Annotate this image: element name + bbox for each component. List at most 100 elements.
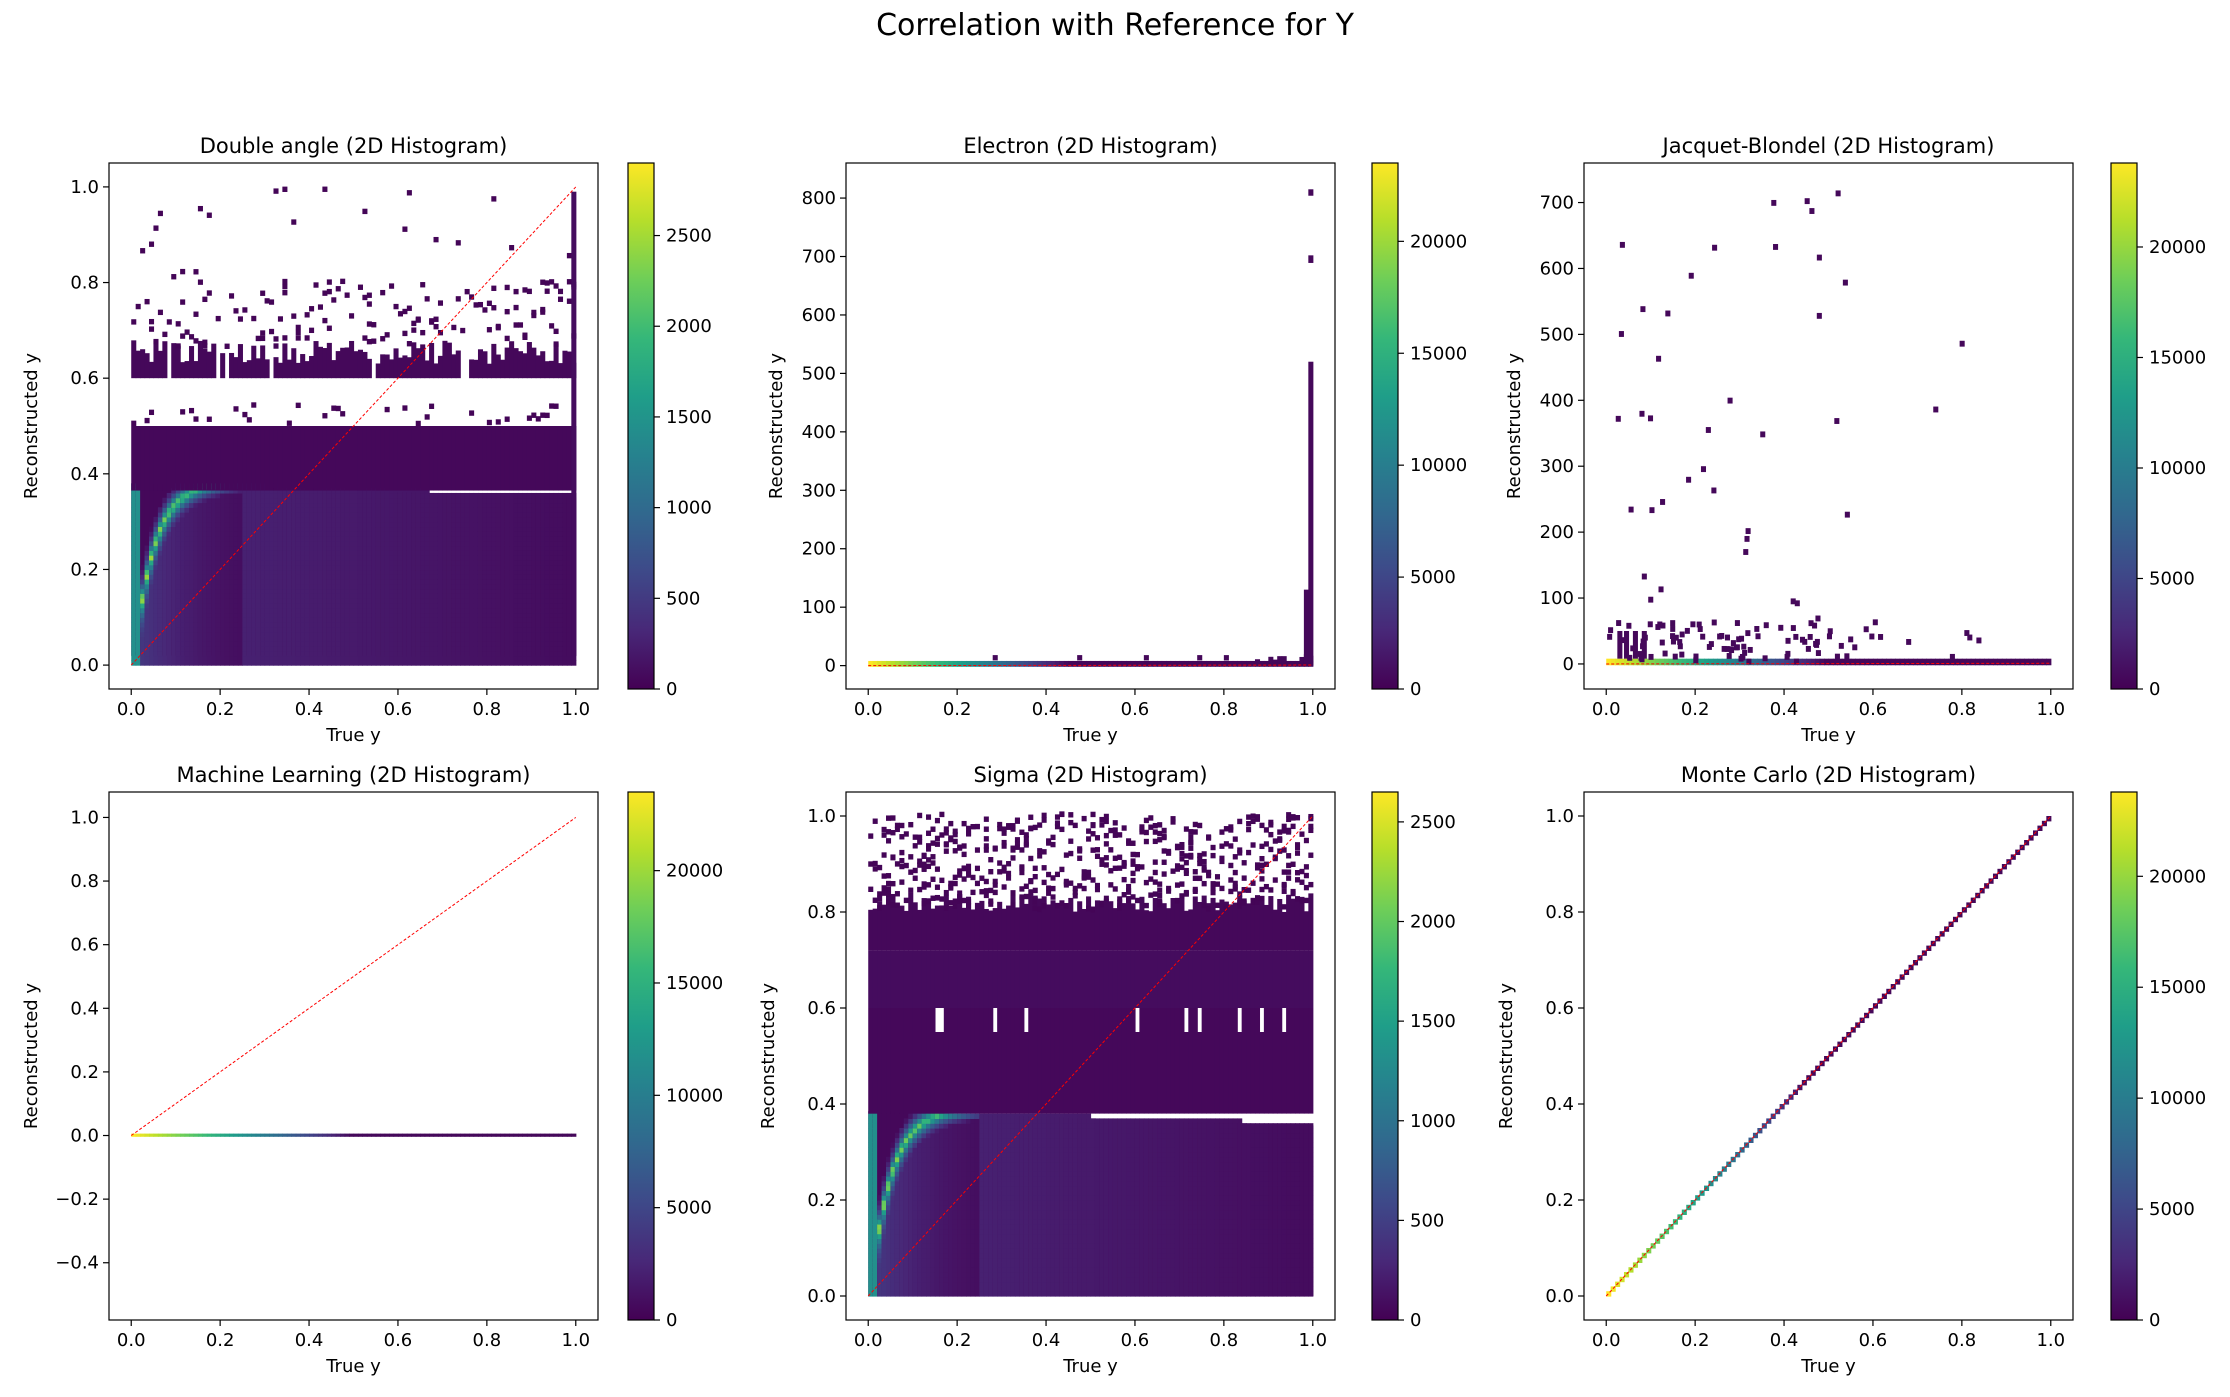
heatmap-cell [535, 512, 541, 518]
heatmap-cell [446, 516, 452, 523]
heatmap-cell [304, 602, 310, 609]
heatmap-cell [175, 593, 181, 599]
heatmap-cell [495, 626, 501, 633]
heatmap-cell [411, 655, 417, 661]
heatmap-cell [562, 602, 568, 609]
y-tick-label: 0.0 [70, 655, 99, 676]
heatmap-cell [872, 660, 878, 667]
y-axis-label: Reconstructed y [1504, 353, 1525, 500]
heatmap-cell [509, 245, 515, 251]
heatmap-cell [349, 488, 355, 494]
heatmap-cell [282, 278, 288, 285]
heatmap-cell [549, 564, 555, 571]
heatmap-cell [531, 512, 537, 518]
heatmap-cell [402, 564, 408, 571]
heatmap-cell [357, 1133, 363, 1137]
heatmap-cell [420, 579, 426, 585]
heatmap-cell [282, 660, 288, 666]
heatmap-cell [197, 545, 203, 551]
heatmap-cell [464, 617, 470, 623]
heatmap-cell [197, 645, 203, 652]
heatmap-cell [135, 598, 141, 604]
heatmap-cell [206, 574, 212, 580]
heatmap-cell [544, 288, 550, 294]
heatmap-cell [251, 545, 257, 551]
heatmap-cell [553, 650, 559, 657]
heatmap-cell [562, 521, 568, 528]
heatmap-cell [215, 622, 221, 628]
heatmap-cell [553, 540, 559, 547]
heatmap-cell [384, 426, 390, 491]
heatmap-cell [380, 574, 386, 580]
heatmap-cell [322, 607, 328, 614]
heatmap-cell [420, 540, 426, 547]
heatmap-cell [202, 645, 208, 652]
heatmap-cell [415, 550, 421, 556]
heatmap-cell [1788, 658, 1794, 666]
heatmap-cell [273, 617, 279, 623]
heatmap-cell [544, 426, 550, 491]
heatmap-cell [375, 645, 381, 652]
heatmap-cell [353, 535, 359, 542]
heatmap-cell [446, 550, 452, 556]
heatmap-cell [269, 507, 275, 513]
heatmap-cell [380, 492, 386, 499]
heatmap-cell [149, 559, 155, 566]
heatmap-cell [420, 564, 426, 571]
heatmap-cell [881, 1180, 887, 1187]
heatmap-cell [1072, 660, 1078, 667]
heatmap-cell [131, 660, 137, 666]
heatmap-cell [366, 550, 372, 556]
y-tick-label: 0 [825, 656, 836, 677]
heatmap-cell [531, 655, 537, 661]
heatmap-cell [517, 531, 524, 537]
heatmap-cell [211, 583, 217, 590]
heatmap-cell [513, 622, 519, 628]
heatmap-cell [131, 497, 137, 504]
heatmap-cell [402, 1133, 408, 1137]
heatmap-cell [149, 550, 155, 556]
heatmap-cell [393, 655, 399, 661]
heatmap-cell [206, 588, 212, 594]
heatmap-cell [313, 660, 319, 666]
heatmap-cell [246, 655, 252, 661]
heatmap-cell [309, 497, 315, 504]
heatmap-cell [153, 225, 159, 231]
x-tick-label: 0.0 [117, 699, 146, 720]
heatmap-cell [211, 602, 217, 609]
heatmap-cell [357, 512, 363, 518]
heatmap-cell [877, 895, 883, 902]
y-tick-label: 200 [1540, 522, 1574, 543]
heatmap-cell [513, 507, 519, 513]
heatmap-cell [522, 426, 528, 491]
heatmap-cell [273, 502, 279, 508]
heatmap-cell [220, 655, 226, 661]
heatmap-cell [424, 492, 430, 499]
heatmap-cell [206, 622, 212, 628]
heatmap-cell [322, 650, 328, 657]
heatmap-cell [304, 550, 310, 556]
heatmap-cell [273, 598, 279, 604]
heatmap-cell [406, 426, 412, 491]
heatmap-cell [393, 612, 399, 618]
heatmap-cell [215, 641, 221, 647]
heatmap-cell [491, 622, 497, 628]
heatmap-cell [393, 531, 399, 537]
heatmap-cell [1785, 650, 1791, 657]
heatmap-cell [357, 535, 363, 542]
heatmap-cell [331, 521, 337, 528]
heatmap-cell [890, 1281, 896, 1287]
heatmap-cell [189, 641, 195, 647]
heatmap-cell [220, 617, 226, 623]
heatmap-cell [1964, 630, 1970, 636]
heatmap-cell [406, 602, 412, 609]
heatmap-cell [233, 526, 239, 532]
heatmap-cell [491, 507, 497, 513]
heatmap-cell [340, 512, 346, 518]
heatmap-cell [549, 660, 555, 666]
heatmap-cell [273, 655, 279, 661]
heatmap-cell [988, 660, 994, 667]
heatmap-cell [189, 602, 195, 609]
heatmap-cell [420, 282, 426, 288]
y-axis-label: Reconstructed y [21, 983, 42, 1130]
